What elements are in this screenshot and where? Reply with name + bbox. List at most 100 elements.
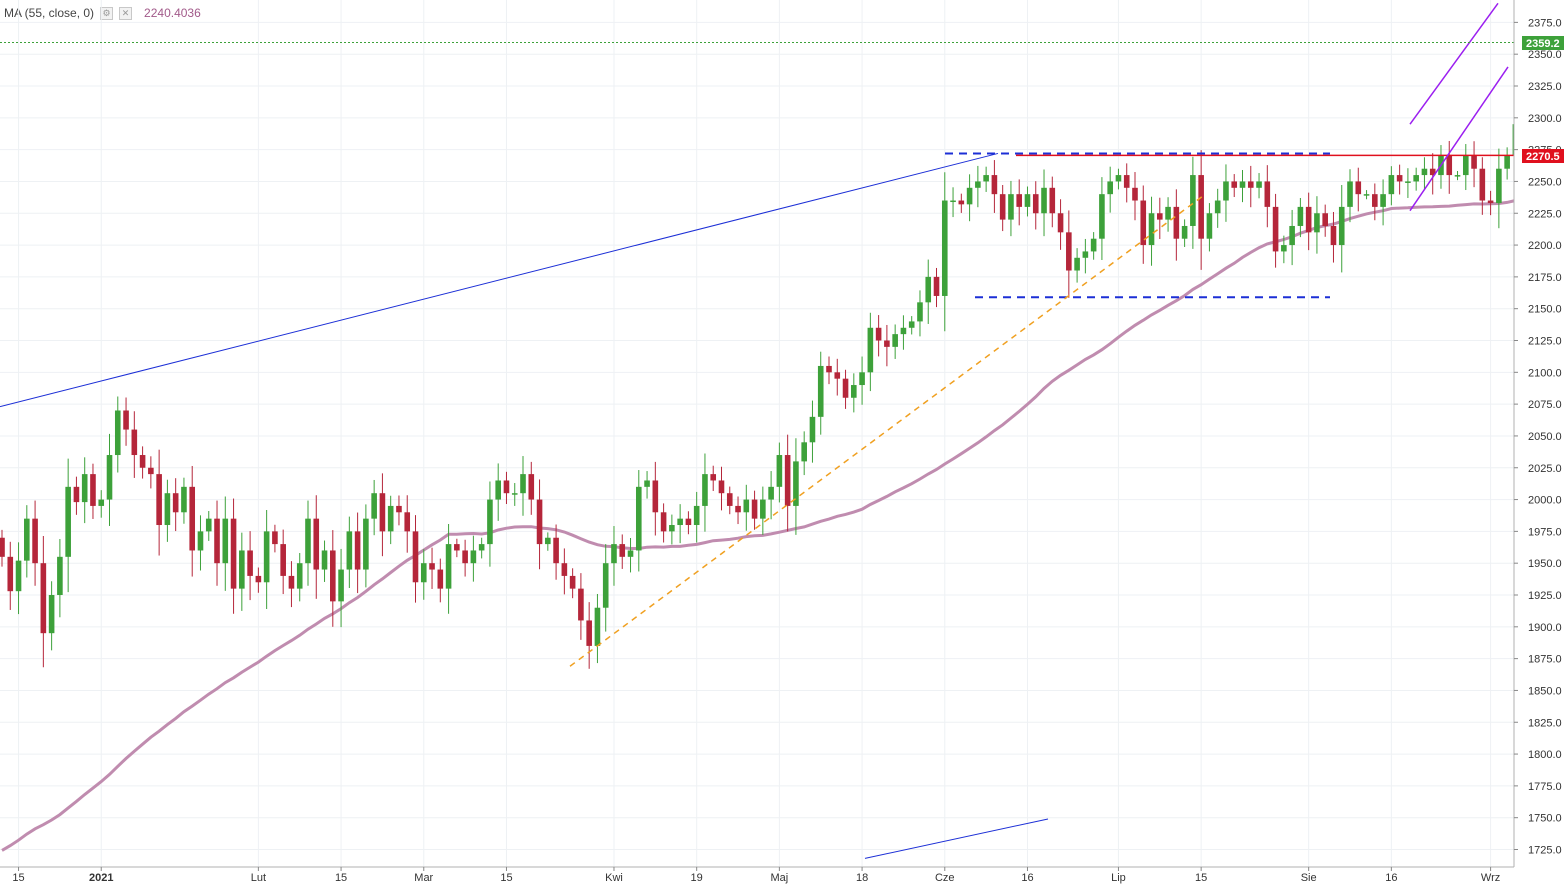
y-tick-label: 1950.0 [1528,558,1562,570]
candle [247,531,253,601]
candle-body [966,187,973,205]
y-tick-label: 1775.0 [1528,781,1562,793]
candle-body [941,200,948,296]
candle-body [90,474,96,506]
candle-body [1405,181,1411,183]
candle-body [1008,194,1014,220]
candle [73,476,80,515]
candle-body [1281,245,1287,252]
candle [1281,235,1287,264]
candle-body [1140,200,1147,246]
candle-body [98,499,105,506]
candle [718,466,725,511]
candle-body [1099,194,1105,239]
candle [404,495,411,553]
candle-body [875,327,882,341]
candle [98,490,105,518]
candle [660,503,667,543]
candle-body [1330,225,1337,246]
candle [305,500,311,586]
candle-body [32,518,38,564]
close-icon[interactable]: ✕ [119,6,133,20]
candle [669,514,675,545]
candle [884,324,890,367]
candle-body [0,537,5,557]
candle [0,529,5,567]
candle [545,532,551,551]
candle-body [313,518,320,570]
candle [65,458,71,593]
x-axis-panel[interactable] [0,867,1564,887]
candle [181,477,187,524]
candle-body [1214,200,1221,214]
candle-body [1049,187,1056,214]
candle-body [412,531,419,583]
candle-body [1297,206,1304,226]
candles-layer [0,31,1560,669]
candle [793,438,799,535]
x-tick-label: Wrz [1481,872,1500,884]
candle-body [718,480,725,494]
candle-body [1421,168,1428,176]
candle [1173,189,1180,261]
candle-body [578,588,584,621]
candle [826,356,832,385]
candle [379,473,386,557]
candle [412,515,419,603]
candle-body [933,276,940,296]
candle-body [1123,175,1130,188]
candle [1041,169,1047,237]
candle [363,504,369,588]
candle-body [999,194,1006,220]
candle [991,160,998,213]
candle [420,549,427,600]
candle-body [114,410,121,456]
candle-body [197,531,204,551]
candle-body [842,378,849,398]
candle-body [148,467,154,475]
candle [462,539,468,577]
candle [1363,190,1370,200]
candle-body [635,486,642,551]
level-price-label: 2270.5 [1526,151,1560,163]
candle [1297,197,1304,238]
candle-body [1247,181,1254,188]
candle [81,457,88,524]
candle [296,553,303,602]
candle-body [925,276,932,303]
candle [1165,197,1171,232]
candle-body [462,550,468,564]
candle [313,495,320,599]
x-axis-ticks: 15 2021 Lut 15 Mar 15 Kwi 19 Maj 18 Cze 16 Lip 15 Sie 1… [12,867,1500,884]
y-tick-label: 2125.0 [1528,336,1562,348]
candle [859,356,865,405]
candle [1405,168,1411,198]
candle [917,290,923,337]
candle [933,267,940,308]
candle [478,537,485,559]
candle [1239,169,1246,203]
candle-body [1380,194,1386,207]
candle-body [950,200,956,203]
candle-body [280,544,286,576]
gear-icon[interactable]: ⚙ [100,6,114,20]
y-axis-panel[interactable] [1514,0,1564,867]
candle [1198,150,1204,270]
candle [1322,204,1328,237]
candle [338,548,344,628]
candle-body [760,499,766,519]
candle [983,166,989,192]
candle-body [834,372,841,379]
candle [1471,141,1477,188]
candle [280,529,286,595]
candle-body [404,512,411,532]
x-tick-label: 19 [691,872,703,884]
y-tick-label: 1850.0 [1528,685,1562,697]
candle [1272,193,1279,268]
candle-body [247,550,253,576]
candle [569,568,576,599]
candle-body [1396,175,1403,182]
candle [950,187,956,218]
candle [24,505,30,578]
